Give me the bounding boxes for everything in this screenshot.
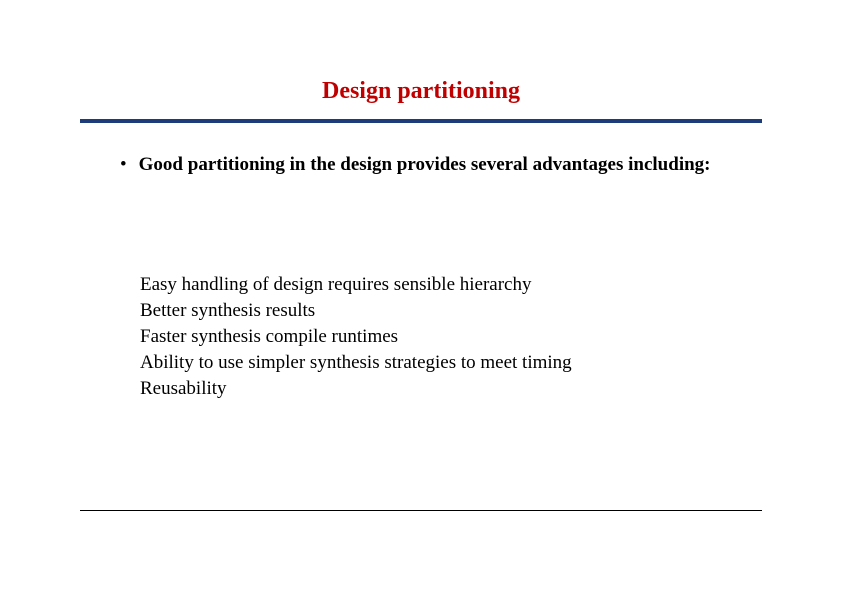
bullet-text: Good partitioning in the design provides… [139,153,711,177]
slide: Design partitioning • Good partitioning … [0,0,842,595]
bullet-icon: • [120,153,127,177]
sub-list: Easy handling of design requires sensibl… [140,272,742,402]
list-item: Easy handling of design requires sensibl… [140,272,742,298]
list-item: Reusability [140,376,742,402]
title-area: Design partitioning [0,0,842,105]
list-item: Ability to use simpler synthesis strateg… [140,350,742,376]
list-item: Faster synthesis compile runtimes [140,324,742,350]
slide-title: Design partitioning [322,78,520,105]
bullet-item: • Good partitioning in the design provid… [120,153,742,177]
content-area: • Good partitioning in the design provid… [0,123,842,402]
list-item: Better synthesis results [140,298,742,324]
footer-divider [80,510,762,511]
